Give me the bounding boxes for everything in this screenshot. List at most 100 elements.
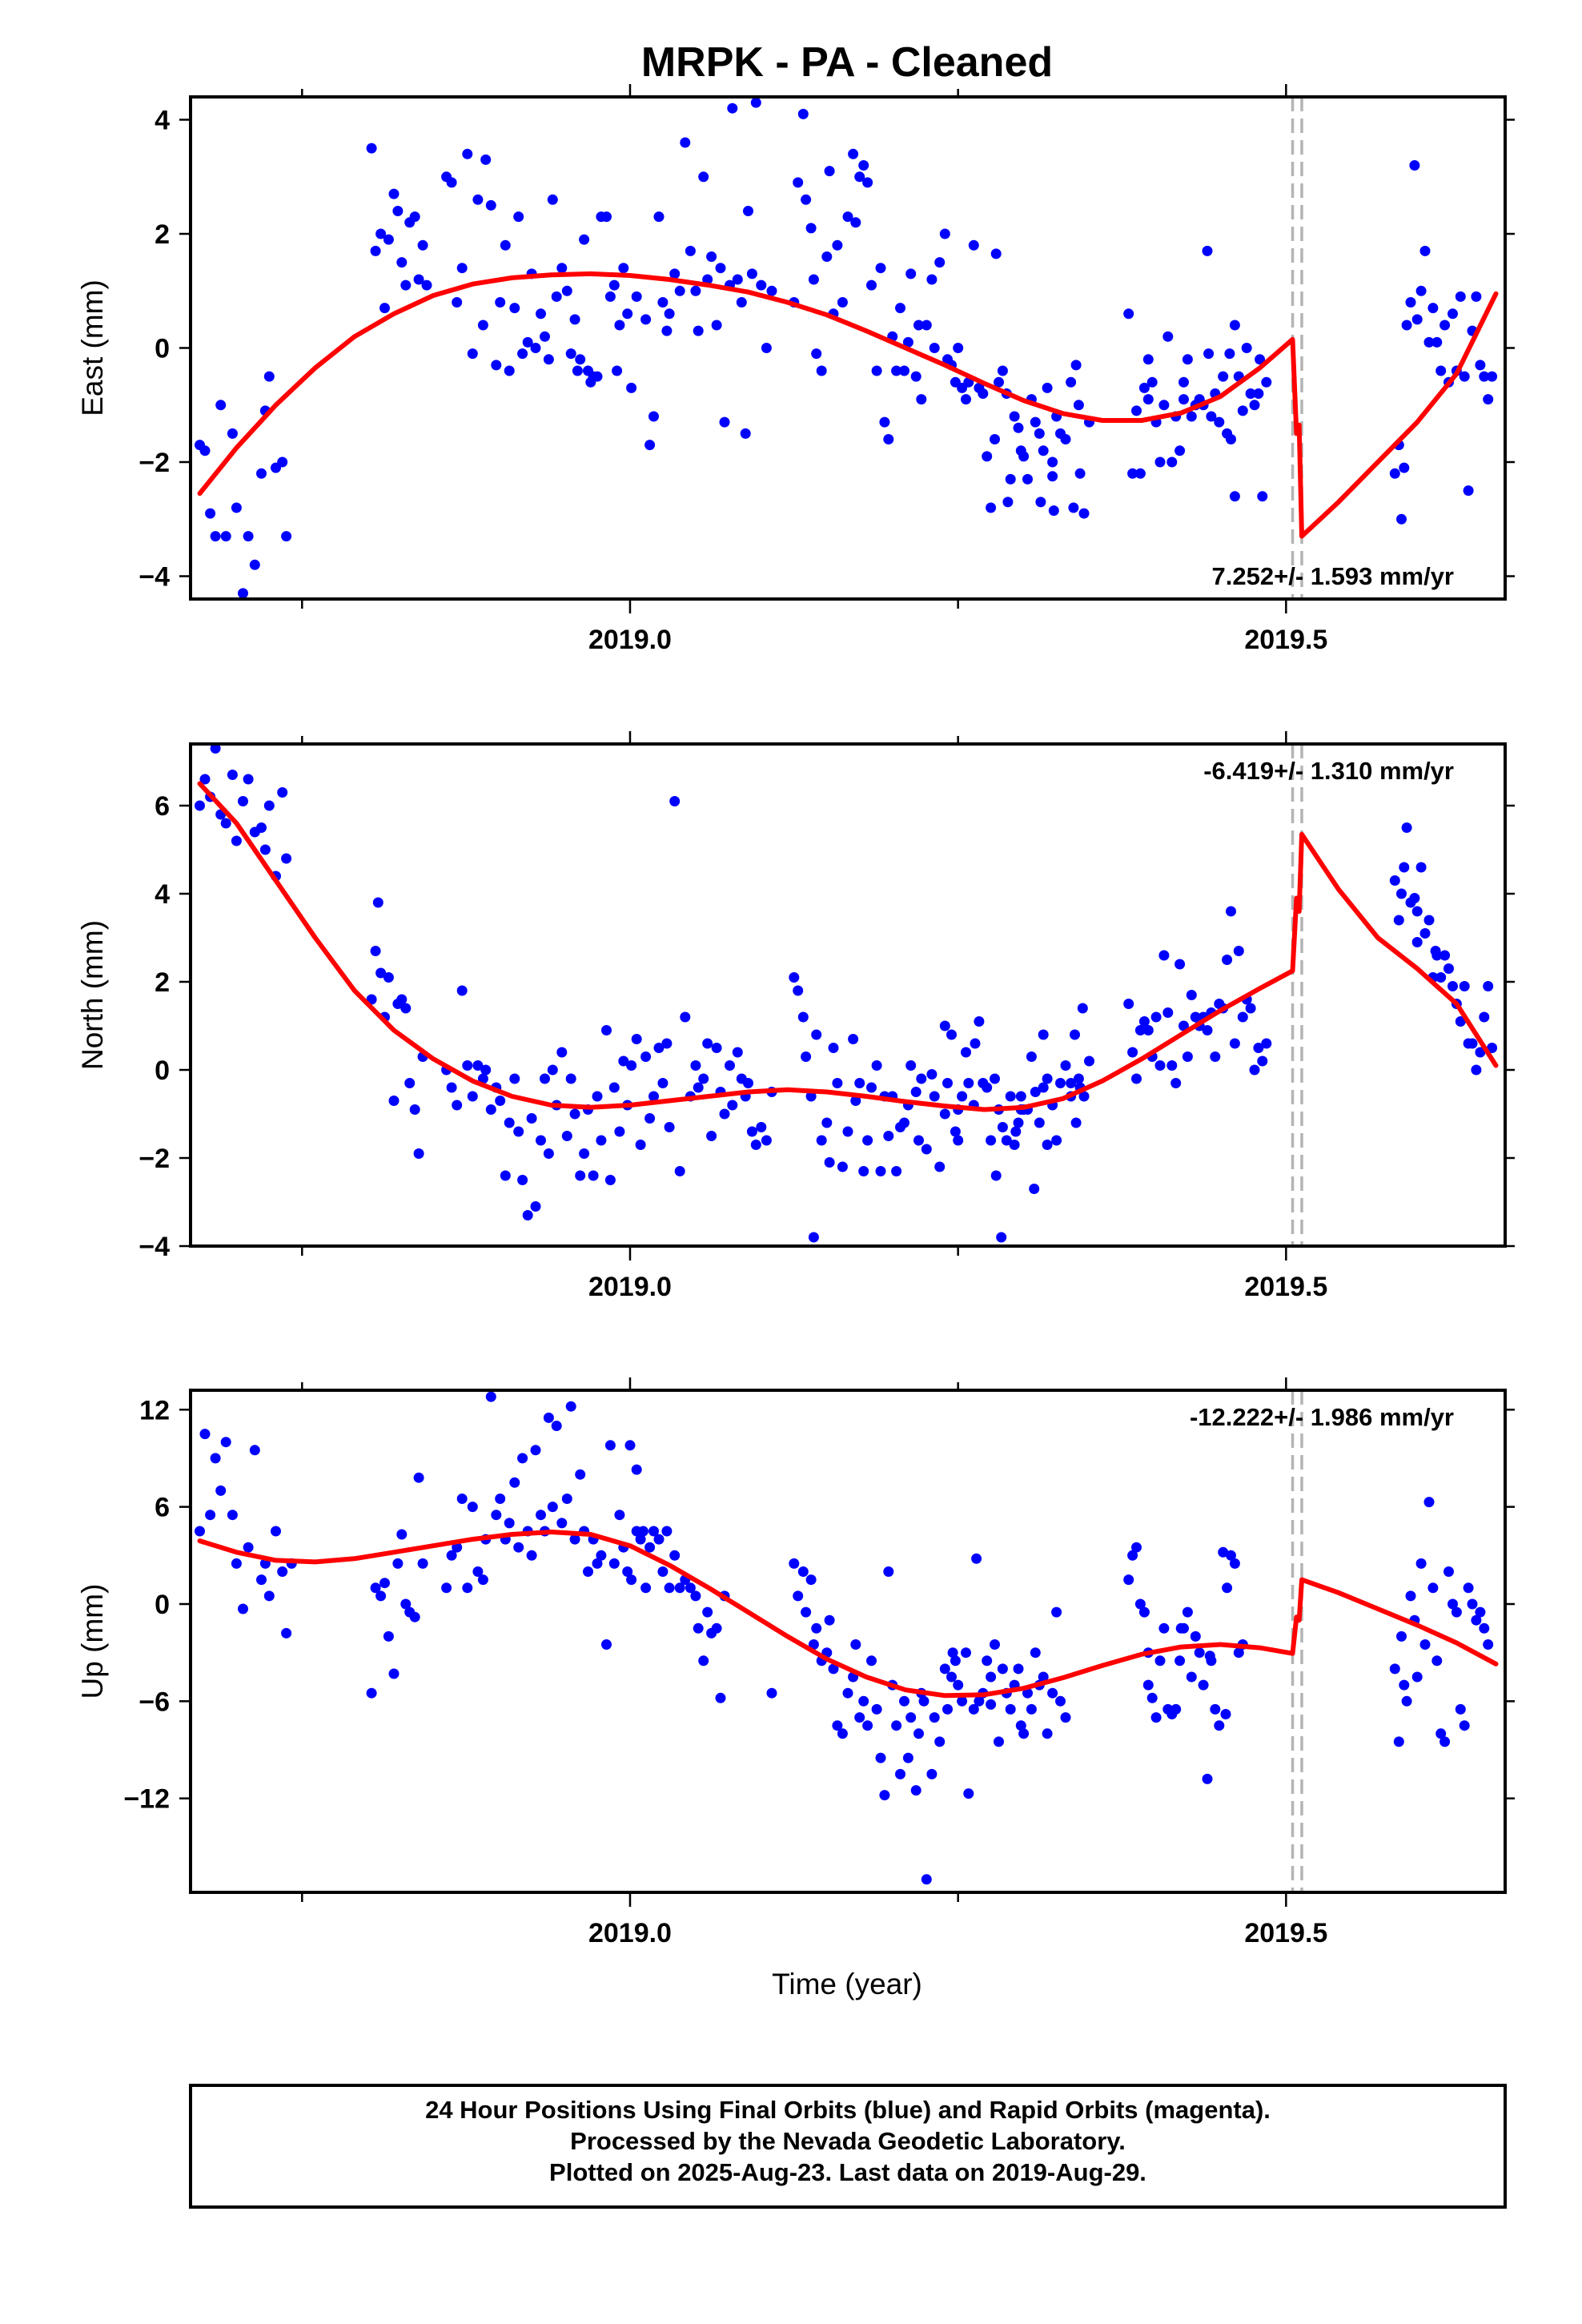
- up-data-point: [1471, 1614, 1482, 1626]
- up-data-point: [808, 1639, 819, 1650]
- north-data-point: [400, 1003, 412, 1014]
- up-data-point: [854, 1712, 865, 1723]
- east-data-point: [513, 211, 524, 223]
- up-data-point: [1423, 1497, 1435, 1508]
- up-data-point: [997, 1663, 1008, 1675]
- north-data-point: [1084, 1055, 1094, 1067]
- up-data-point: [693, 1622, 704, 1634]
- east-data-point: [210, 531, 221, 542]
- north-data-point: [1423, 915, 1435, 926]
- up-data-point: [1146, 1692, 1158, 1703]
- north-data-point: [1415, 862, 1427, 873]
- north-data-point: [674, 1166, 685, 1176]
- up-data-point: [1405, 1590, 1416, 1602]
- east-data-point: [1218, 371, 1229, 382]
- north-data-point: [871, 1060, 882, 1071]
- east-data-point: [719, 416, 730, 428]
- north-y-tick-label: −4: [139, 1232, 170, 1262]
- north-data-point: [811, 1029, 822, 1040]
- footer-line-plotted: Plotted on 2025-Aug-23. Last data on 201…: [549, 2158, 1146, 2186]
- north-data-point: [711, 1043, 722, 1053]
- up-data-point: [277, 1566, 288, 1577]
- east-data-point: [604, 291, 616, 302]
- east-data-point: [1162, 331, 1174, 342]
- north-data-point: [793, 985, 804, 996]
- east-data-point: [1435, 365, 1447, 376]
- up-data-layer: [195, 1390, 1499, 1892]
- up-data-point: [622, 1566, 633, 1577]
- up-data-point: [871, 1703, 882, 1715]
- north-data-point: [929, 1091, 940, 1102]
- north-data-point: [953, 1135, 964, 1146]
- north-y-tick-label: 0: [155, 1055, 170, 1086]
- east-data-point: [727, 103, 738, 114]
- north-data-point: [1475, 1047, 1486, 1058]
- north-data-point: [1182, 1051, 1193, 1062]
- north-data-point: [1226, 906, 1236, 917]
- north-data-point: [832, 1078, 843, 1088]
- east-data-point: [732, 274, 743, 285]
- north-data-point: [1443, 963, 1454, 974]
- north-data-point: [797, 1011, 809, 1023]
- up-data-point: [551, 1421, 562, 1431]
- east-data-point: [631, 291, 642, 302]
- east-data-point: [477, 320, 488, 331]
- up-data-point: [210, 1453, 221, 1464]
- east-data-point: [1463, 485, 1474, 497]
- up-data-point: [1038, 1671, 1049, 1683]
- up-data-point: [1194, 1647, 1205, 1659]
- east-data-point: [982, 451, 993, 462]
- north-data-point: [1455, 1016, 1466, 1027]
- north-data-point: [540, 1073, 550, 1084]
- east-data-point: [472, 194, 484, 205]
- east-data-point: [661, 325, 673, 336]
- north-data-point: [1439, 950, 1451, 961]
- up-data-point: [491, 1510, 502, 1521]
- north-data-point: [1186, 990, 1197, 1000]
- north-data-point: [1222, 955, 1233, 965]
- east-data-point: [648, 411, 659, 422]
- up-data-point: [1467, 1598, 1478, 1610]
- north-data-point: [227, 770, 238, 780]
- east-data-point: [1419, 245, 1431, 256]
- north-data-point: [970, 1038, 981, 1049]
- east-data-point: [1005, 473, 1016, 485]
- up-data-point: [575, 1469, 586, 1480]
- north-data-point: [1073, 1073, 1084, 1084]
- east-data-point: [994, 376, 1004, 388]
- up-data-point: [711, 1622, 722, 1634]
- north-data-point: [456, 985, 468, 996]
- east-data-point: [842, 211, 853, 223]
- north-data-layer: [195, 744, 1499, 1246]
- north-data-point: [805, 1091, 817, 1102]
- north-data-point: [565, 1073, 576, 1084]
- up-data-point: [220, 1437, 231, 1448]
- east-data-point: [1409, 160, 1420, 171]
- up-data-point: [635, 1534, 646, 1545]
- north-axes-frame: [189, 742, 1507, 1248]
- up-data-point: [1202, 1773, 1213, 1784]
- up-data-point: [596, 1550, 607, 1561]
- up-data-point: [517, 1453, 528, 1464]
- east-data-point: [875, 263, 886, 274]
- up-data-point: [1131, 1542, 1142, 1553]
- north-data-point: [1051, 1135, 1062, 1146]
- up-data-point: [263, 1590, 275, 1602]
- east-data-point: [1070, 360, 1082, 371]
- up-data-point: [1134, 1598, 1146, 1610]
- up-data-point: [199, 1429, 211, 1440]
- up-data-point: [472, 1566, 484, 1577]
- north-data-point: [1435, 972, 1447, 983]
- east-data-point: [1405, 297, 1416, 308]
- up-data-point: [1123, 1574, 1134, 1586]
- north-data-point: [631, 1034, 642, 1044]
- east-data-point: [750, 97, 761, 108]
- north-data-point: [1042, 1140, 1053, 1150]
- footer-line-orbits: 24 Hour Positions Using Final Orbits (bl…: [425, 2096, 1271, 2124]
- north-data-point: [588, 1170, 599, 1181]
- up-data-point: [934, 1736, 946, 1747]
- north-data-point: [467, 1091, 478, 1102]
- north-data-point: [477, 1073, 488, 1084]
- east-data-point: [1214, 416, 1225, 428]
